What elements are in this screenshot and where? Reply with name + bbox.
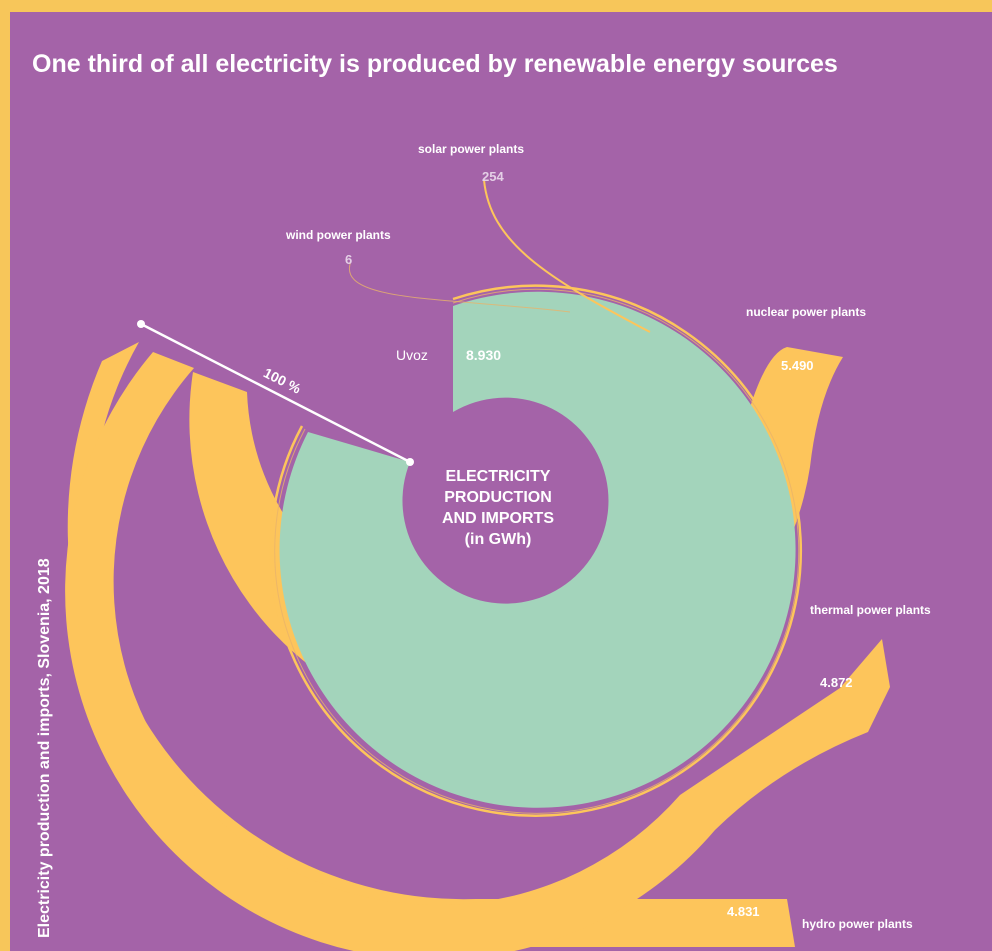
label-thermal-name: thermal power plants [810, 603, 931, 617]
center-label-line-3: AND IMPORTS [442, 510, 554, 527]
label-solar-name: solar power plants [418, 142, 524, 156]
label-thermal-value: 4.872 [820, 675, 853, 690]
center-label-line-1: ELECTRICITY [446, 468, 551, 485]
label-hydro-name: hydro power plants [802, 917, 913, 931]
center-label-line-4: (in GWh) [465, 531, 532, 548]
full-circle-marker-line [140, 322, 411, 464]
label-wind-name: wind power plants [285, 228, 391, 242]
label-hydro-value: 4.831 [727, 904, 760, 919]
band-thermal-power-plants [65, 352, 890, 951]
full-circle-marker-end-dot [406, 458, 414, 466]
label-nuclear-name: nuclear power plants [746, 305, 866, 319]
label-uvoz-name: Uvoz [396, 347, 428, 363]
ring-solar-power-plants [269, 284, 803, 817]
leader-solar-power-plants [483, 179, 651, 333]
leader-wind-power-plants [348, 260, 571, 313]
radial-sankey-chart: 100 % ELECTRICITY PRODUCTION AND IMPORTS… [65, 142, 931, 951]
full-circle-marker-start-dot [137, 320, 145, 328]
ring-wind-power-plants [274, 288, 800, 814]
label-uvoz-value: 8.930 [466, 347, 501, 363]
center-label-line-2: PRODUCTION [444, 489, 552, 506]
label-nuclear-value: 5.490 [781, 358, 814, 373]
ring-imports-uvoz [279, 291, 796, 808]
chart-title: One third of all electricity is produced… [32, 50, 838, 78]
full-circle-label: 100 % [261, 364, 304, 397]
label-wind-value: 6 [345, 252, 352, 267]
label-solar-value: 254 [482, 169, 504, 184]
chart-frame: One third of all electricity is produced… [10, 12, 992, 951]
